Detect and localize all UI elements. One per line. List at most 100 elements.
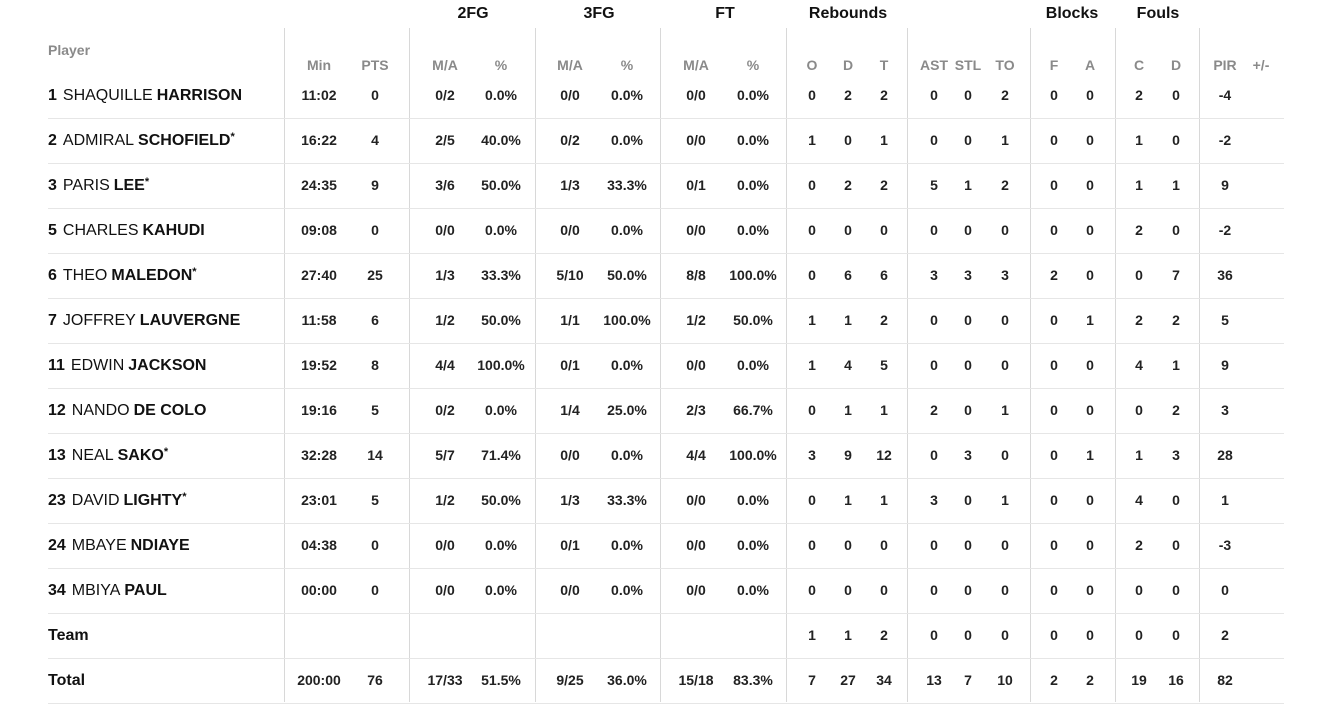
player-number: 11 <box>48 357 65 374</box>
stat-ft-pct: 83.3% <box>733 672 773 688</box>
starter-mark: * <box>182 491 187 503</box>
player-number: 7 <box>48 312 57 329</box>
player-name[interactable]: 34 MBIYA PAUL <box>48 568 167 613</box>
stat-3fg-ma: 0/0 <box>560 222 580 238</box>
column-header-stl[interactable]: STL <box>954 57 982 73</box>
player-number: 12 <box>48 402 66 419</box>
column-header-ast[interactable]: AST <box>920 57 948 73</box>
stat-reb-t: 2 <box>880 312 888 328</box>
player-first-name: SHAQUILLE <box>62 87 153 104</box>
stat-blk-f: 0 <box>1050 312 1058 328</box>
stat-foul-d: 0 <box>1172 582 1180 598</box>
total-label: Total <box>48 658 85 703</box>
stat-foul-d: 16 <box>1168 672 1184 688</box>
stat-blk-a: 1 <box>1086 312 1094 328</box>
table-row[interactable]: 7 JOFFREY LAUVERGNE 11:58 6 1/2 50.0% 1/1 100.0%… <box>48 298 1284 344</box>
stat-blk-f: 0 <box>1050 537 1058 553</box>
column-header-3fg-ma[interactable]: M/A <box>557 57 583 73</box>
table-row[interactable]: 2 ADMIRAL SCHOFIELD* 16:22 4 2/5 40.0% 0/2 0.0% 0… <box>48 118 1284 164</box>
stat-to: 1 <box>1001 492 1009 508</box>
stat-reb-d: 0 <box>844 582 852 598</box>
table-row[interactable]: 1 SHAQUILLE HARRISON 11:02 0 0/2 0.0% 0/0 0.0% 0/… <box>48 73 1284 119</box>
stat-foul-c: 1 <box>1135 447 1143 463</box>
player-name[interactable]: 6 THEO MALEDON* <box>48 253 197 298</box>
table-row[interactable]: 6 THEO MALEDON* 27:40 25 1/3 33.3% 5/10 50.0% 8/8… <box>48 253 1284 299</box>
table-row[interactable]: 34 MBIYA PAUL 00:00 0 0/0 0.0% 0/0 0.0% 0/0 0.0% 0 0… <box>48 568 1284 614</box>
stat-3fg-pct: 0.0% <box>611 582 643 598</box>
player-name[interactable]: 2 ADMIRAL SCHOFIELD* <box>48 118 235 163</box>
stat-min: 11:02 <box>301 87 337 103</box>
table-row[interactable]: 11 EDWIN JACKSON 19:52 8 4/4 100.0% 0/1 0.0% 0/0 0… <box>48 343 1284 389</box>
player-name[interactable]: 23 DAVID LIGHTY* <box>48 478 186 523</box>
table-row[interactable]: 12 NANDO DE COLO 19:16 5 0/2 0.0% 1/4 25.0% 2/3 66… <box>48 388 1284 434</box>
column-header-blk-f[interactable]: F <box>1049 57 1059 73</box>
table-row[interactable]: 3 PARIS LEE* 24:35 9 3/6 50.0% 1/3 33.3% 0/1 0.0% 0… <box>48 163 1284 209</box>
table-row[interactable]: 5 CHARLES KAHUDI 09:08 0 0/0 0.0% 0/0 0.0% 0/0 0.0… <box>48 208 1284 254</box>
group-header-blocks: Blocks <box>1045 5 1099 22</box>
column-header-3fg-pct[interactable]: % <box>620 57 634 73</box>
stat-blk-a: 2 <box>1086 672 1094 688</box>
stat-ast: 0 <box>930 222 938 238</box>
column-header-ft-pct[interactable]: % <box>746 57 760 73</box>
stat-foul-d: 3 <box>1172 447 1180 463</box>
column-header-player[interactable]: Player <box>48 42 91 58</box>
column-header-plus-minus[interactable]: +/- <box>1252 57 1270 73</box>
column-header-foul-c[interactable]: C <box>1133 57 1145 73</box>
stat-ast: 0 <box>930 357 938 373</box>
stat-ft-pct: 50.0% <box>733 312 773 328</box>
player-name[interactable]: 1 SHAQUILLE HARRISON <box>48 73 242 118</box>
stat-ft-pct: 0.0% <box>737 132 769 148</box>
table-row[interactable]: 13 NEAL SAKO* 32:28 14 5/7 71.4% 0/0 0.0% 4/4 100.… <box>48 433 1284 479</box>
stat-blk-a: 1 <box>1086 447 1094 463</box>
player-first-name: EDWIN <box>70 357 125 374</box>
column-header-min[interactable]: Min <box>306 57 332 73</box>
stat-pir: 36 <box>1217 267 1233 283</box>
player-name[interactable]: 13 NEAL SAKO* <box>48 433 168 478</box>
column-header-2fg-ma[interactable]: M/A <box>432 57 458 73</box>
player-number: 34 <box>48 582 66 599</box>
column-header-to[interactable]: TO <box>995 57 1015 73</box>
column-header-blk-a[interactable]: A <box>1084 57 1096 73</box>
player-first-name: ADMIRAL <box>62 132 135 149</box>
column-divider <box>1030 28 1031 702</box>
column-header-reb-t[interactable]: T <box>879 57 889 73</box>
stat-ast: 0 <box>930 447 938 463</box>
player-name[interactable]: 11 EDWIN JACKSON <box>48 343 206 388</box>
stat-3fg-pct: 100.0% <box>603 312 651 328</box>
player-name[interactable]: 7 JOFFREY LAUVERGNE <box>48 298 240 343</box>
stat-foul-c: 4 <box>1135 492 1143 508</box>
stat-foul-d: 0 <box>1172 627 1180 643</box>
column-header-foul-d[interactable]: D <box>1170 57 1182 73</box>
column-header-2fg-pct[interactable]: % <box>494 57 508 73</box>
player-name[interactable]: 24 MBAYE NDIAYE <box>48 523 190 568</box>
column-header-reb-d[interactable]: D <box>842 57 854 73</box>
stat-foul-c: 2 <box>1135 222 1143 238</box>
player-first-name: CHARLES <box>62 222 139 239</box>
column-header-reb-o[interactable]: O <box>806 57 818 73</box>
stat-2fg-pct: 50.0% <box>481 177 521 193</box>
table-row[interactable]: 23 DAVID LIGHTY* 23:01 5 1/2 50.0% 1/3 33.3% 0/0 0… <box>48 478 1284 524</box>
stat-min: 27:40 <box>301 267 337 283</box>
column-header-pts[interactable]: PTS <box>361 57 389 73</box>
stat-3fg-pct: 36.0% <box>607 672 647 688</box>
column-header-ft-ma[interactable]: M/A <box>683 57 709 73</box>
team-label: Team <box>48 613 89 658</box>
stat-reb-o: 3 <box>808 447 816 463</box>
stat-foul-d: 1 <box>1172 177 1180 193</box>
stat-stl: 0 <box>964 582 972 598</box>
player-name[interactable]: 5 CHARLES KAHUDI <box>48 208 205 253</box>
stat-foul-d: 2 <box>1172 312 1180 328</box>
stat-reb-o: 0 <box>808 492 816 508</box>
player-name[interactable]: 12 NANDO DE COLO <box>48 388 206 433</box>
stat-ast: 0 <box>930 87 938 103</box>
table-row[interactable]: 24 MBAYE NDIAYE 04:38 0 0/0 0.0% 0/1 0.0% 0/0 0.0%… <box>48 523 1284 569</box>
column-header-pir[interactable]: PIR <box>1213 57 1237 73</box>
stat-3fg-ma: 1/3 <box>560 492 580 508</box>
stat-blk-a: 0 <box>1086 582 1094 598</box>
stat-reb-t: 34 <box>876 672 892 688</box>
stat-pts: 5 <box>371 402 379 418</box>
stat-foul-c: 2 <box>1135 87 1143 103</box>
stat-min: 04:38 <box>301 537 337 553</box>
player-name[interactable]: 3 PARIS LEE* <box>48 163 149 208</box>
stat-reb-d: 2 <box>844 87 852 103</box>
